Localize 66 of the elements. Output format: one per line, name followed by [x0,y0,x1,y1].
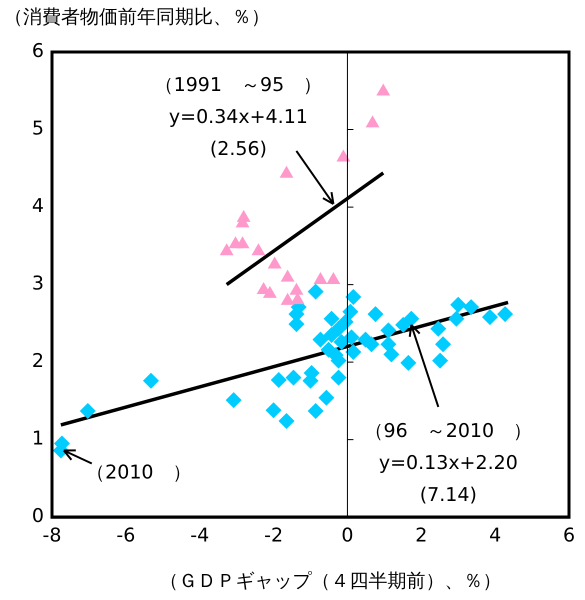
point [220,243,234,256]
point [345,289,362,306]
point [226,392,242,408]
annotation: （96 ～2010 ） y=0.13x+2.20 (7.14) [364,420,532,506]
y-tick-label: 4 [32,195,44,218]
x-tick-label: 2 [415,524,428,547]
point [268,256,282,268]
point [318,390,334,406]
annotation: （2010 ） [86,461,192,484]
y-axis-title: （消費者物価前年同期比、％） [4,6,270,28]
x-tick-label: 0 [341,524,354,547]
point [236,236,250,248]
y-tick-label: 2 [32,350,44,372]
point [432,352,448,369]
point [334,334,350,350]
point [80,402,96,419]
point [266,402,282,418]
x-tick-label: -4 [190,524,210,547]
point [270,372,287,388]
y-tick-label: 0 [32,505,44,528]
point [343,329,360,346]
point [280,166,294,178]
x-axis-title: （ＧＤＰギャップ（４四半期前）、％） [160,570,502,592]
point [345,344,362,360]
point [252,243,266,256]
point [395,316,412,333]
y-tick-label: 3 [32,272,44,295]
point [314,272,328,284]
x-tick-label: 4 [489,524,502,547]
point [280,270,295,282]
point [336,149,350,162]
y-tick-label: 1 [32,428,44,450]
point [262,286,277,298]
point [403,310,420,327]
point [380,322,396,338]
y-tick-label: 6 [32,40,44,62]
point [450,296,466,313]
annotation: （1991 ～95 ） y=0.34x+4.11 (2.56) [154,74,322,160]
point [383,346,400,362]
point [435,336,452,352]
point [308,284,324,300]
point [400,354,416,371]
x-tick-label: -8 [42,524,62,547]
point [330,370,347,386]
x-tick-label: 6 [562,524,576,547]
x-tick-label: -2 [264,524,284,547]
point [497,306,514,322]
point [308,402,324,419]
point [278,413,294,430]
y-tick-label: 5 [32,117,44,140]
point [463,299,480,316]
point [326,272,340,284]
point [366,115,380,128]
point [312,332,328,348]
point [448,310,464,327]
point [286,370,302,386]
point [324,310,340,327]
point [280,292,295,305]
x-tick-label: -6 [116,524,136,547]
point [367,306,384,322]
point [142,372,159,389]
point [290,282,304,295]
point [482,309,498,326]
point [430,320,446,337]
point [324,326,340,343]
point [376,84,390,96]
